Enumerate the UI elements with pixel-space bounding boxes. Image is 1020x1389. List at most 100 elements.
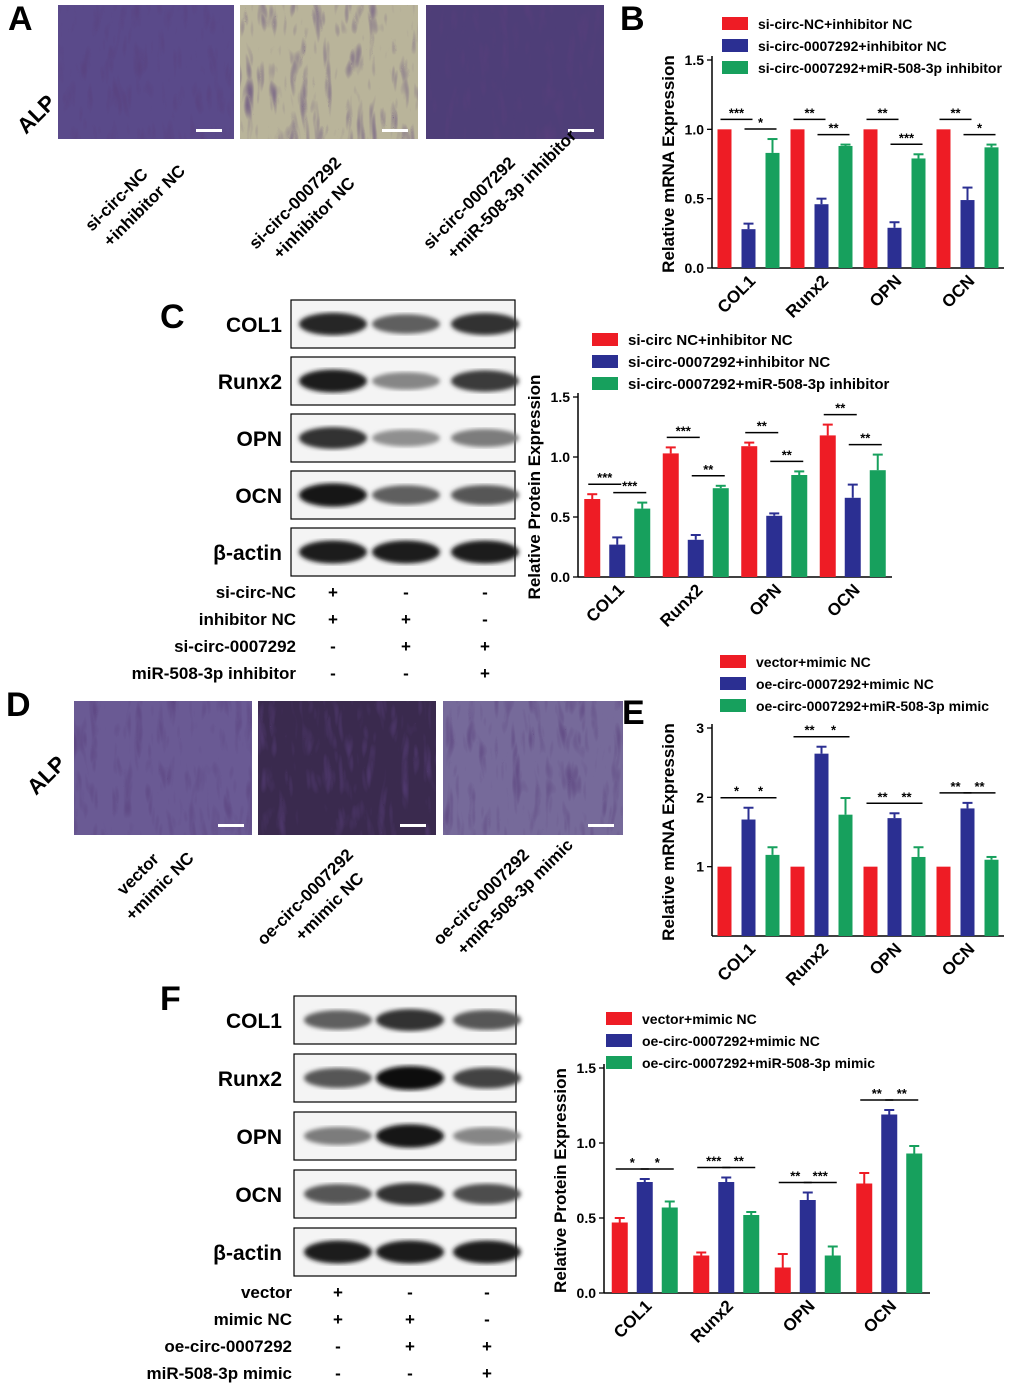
significance-mark: *: [758, 784, 764, 799]
bar: [741, 229, 756, 268]
legend-label: si-circ-0007292+inhibitor NC: [628, 354, 830, 371]
category-label: OCN: [938, 271, 978, 311]
bar: [856, 1183, 873, 1293]
blot-band: [451, 313, 519, 335]
y-tick-label: 2: [696, 789, 704, 805]
bar: [911, 856, 926, 936]
condition-sign: -: [484, 1283, 490, 1302]
significance-mark: ***: [729, 105, 745, 120]
condition-sign: +: [480, 664, 490, 683]
blot-band: [376, 1009, 444, 1031]
blot-band: [299, 427, 367, 449]
significance-mark: *: [655, 1155, 661, 1170]
micrograph-d2: [258, 701, 436, 835]
significance-mark: *: [734, 784, 740, 799]
legend-label: si-circ NC+inhibitor NC: [628, 332, 793, 349]
bar: [693, 1255, 710, 1293]
bar: [718, 1182, 735, 1293]
bar: [717, 129, 732, 268]
significance-mark: **: [974, 779, 985, 794]
scale-bar: [588, 824, 614, 827]
bar: [790, 129, 805, 268]
significance-mark: ***: [813, 1169, 829, 1184]
protein-label: β-actin: [213, 542, 282, 565]
blot-band: [451, 485, 519, 505]
blot-band: [453, 1183, 521, 1205]
bar: [906, 1153, 923, 1293]
legend-swatch: [606, 1012, 632, 1025]
category-label: COL1: [610, 1296, 655, 1341]
blot-band: [376, 1183, 444, 1205]
condition-sign: +: [328, 583, 338, 602]
micrograph-d1: [74, 701, 252, 835]
y-tick-label: 1: [696, 859, 704, 875]
blot-band: [304, 1010, 372, 1030]
bar: [838, 145, 853, 268]
condition-label: si-circ-0007292: [174, 637, 296, 656]
scale-bar: [218, 824, 244, 827]
bar: [960, 200, 975, 268]
blot-band: [372, 372, 440, 390]
y-tick-label: 0.0: [685, 260, 705, 276]
legend-swatch: [720, 699, 746, 712]
significance-mark: **: [757, 419, 768, 434]
blot-band: [304, 1127, 372, 1145]
legend-swatch: [720, 677, 746, 690]
category-label: OPN: [779, 1296, 818, 1335]
y-tick-label: 1.5: [551, 389, 571, 405]
category-label: OPN: [866, 271, 905, 310]
blot-band: [304, 1068, 372, 1088]
significance-mark: **: [828, 121, 839, 136]
significance-mark: *: [630, 1155, 636, 1170]
blot-band: [453, 1127, 521, 1145]
legend-swatch: [722, 39, 748, 52]
significance-mark: *: [831, 723, 837, 738]
legend-label: si-circ-0007292+inhibitor NC: [758, 38, 947, 54]
condition-sign: +: [482, 1337, 492, 1356]
y-tick-label: 1.0: [685, 121, 705, 137]
condition-label: mimic NC: [214, 1310, 292, 1329]
protein-label: OPN: [236, 1126, 282, 1149]
y-tick-label: 0.5: [551, 509, 571, 525]
chart-c: 0.0 0.5 1.0 1.5 Relative Protein Expression *…: [525, 332, 892, 631]
blot-band: [453, 1240, 521, 1264]
stain-label-a: ALP: [12, 90, 61, 139]
protein-label: OPN: [236, 428, 282, 451]
condition-sign: +: [480, 637, 490, 656]
micrograph-a1: [58, 5, 234, 139]
y-tick-label: 1.5: [685, 52, 705, 68]
scale-bar: [568, 129, 594, 132]
bar: [887, 227, 902, 268]
bar: [741, 819, 756, 936]
category-label: COL1: [714, 271, 759, 316]
blot-band: [453, 1010, 521, 1030]
bar: [741, 446, 758, 577]
bar: [838, 814, 853, 936]
protein-label: OCN: [235, 1184, 282, 1207]
significance-mark: **: [835, 401, 846, 416]
significance-mark: **: [897, 1086, 908, 1101]
y-tick-label: 1.0: [577, 1135, 597, 1151]
bar: [717, 866, 732, 936]
stain-label-d: ALP: [22, 751, 71, 800]
significance-mark: **: [804, 105, 815, 120]
category-label: Runx2: [656, 580, 706, 630]
micrograph-a2: [240, 5, 418, 139]
condition-sign: -: [484, 1310, 490, 1329]
condition-sign: -: [407, 1283, 413, 1302]
category-label: Runx2: [782, 271, 832, 321]
category-label: OPN: [866, 939, 905, 978]
legend-label: vector+mimic NC: [756, 654, 871, 670]
condition-sign: +: [333, 1283, 343, 1302]
panel-label-e: E: [622, 694, 645, 732]
significance-mark: ***: [622, 479, 638, 494]
y-axis-label: Relative mRNA Expression: [659, 55, 678, 273]
y-tick-label: 1.5: [577, 1060, 597, 1076]
blot-band: [299, 483, 367, 507]
bar: [911, 158, 926, 268]
blot-band: [299, 369, 367, 393]
blot-band: [376, 1240, 444, 1264]
category-label: COL1: [714, 939, 759, 984]
category-label: OPN: [746, 580, 785, 619]
